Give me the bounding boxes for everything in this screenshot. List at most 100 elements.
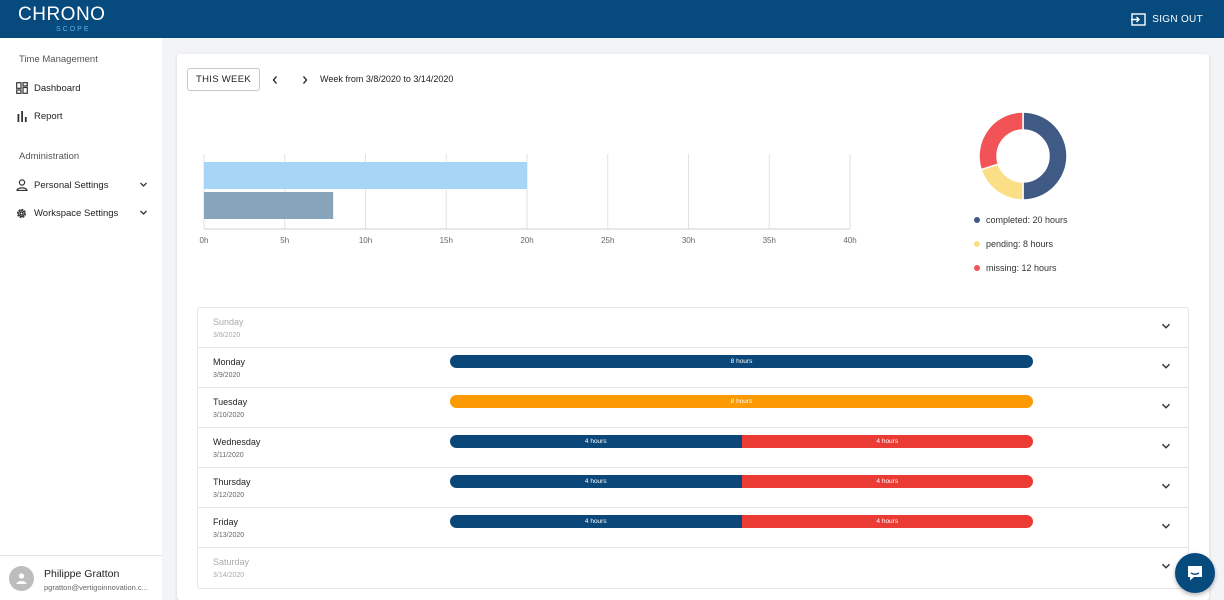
x-tick-label: 20h: [520, 236, 533, 245]
day-row-monday[interactable]: Monday 3/9/2020 8 hours: [198, 348, 1188, 388]
day-hours-bar: 8 hours: [450, 395, 1033, 408]
day-date: 3/9/2020: [213, 372, 241, 379]
person-icon: [16, 573, 27, 584]
sidebar: Time Management Dashboard Report Adminis…: [0, 38, 162, 600]
legend-swatch: [974, 217, 980, 223]
gear-icon: [15, 207, 28, 220]
hours-segment: 4 hours: [741, 515, 1033, 528]
section-time-management: Time Management: [19, 54, 98, 65]
x-tick-label: 0h: [200, 236, 209, 245]
legend-label: missing: 12 hours: [986, 263, 1057, 273]
dashboard-icon: [15, 82, 28, 95]
day-date: 3/14/2020: [213, 572, 245, 579]
donut-slice: [980, 163, 1024, 201]
legend-missing: missing: 12 hours: [974, 263, 1057, 273]
chevron-down-icon[interactable]: [1161, 401, 1171, 411]
day-name: Monday: [213, 357, 246, 367]
logo[interactable]: CHRONO SCOPE: [18, 5, 105, 35]
chevron-down-icon[interactable]: [1161, 361, 1171, 371]
hours-segment: 8 hours: [450, 395, 1033, 408]
day-name: Sunday: [213, 317, 244, 327]
day-row-tuesday[interactable]: Tuesday 3/10/2020 8 hours: [198, 388, 1188, 428]
person-icon: [15, 179, 28, 192]
week-range-label: Week from 3/8/2020 to 3/14/2020: [320, 74, 454, 84]
legend-completed: completed: 20 hours: [974, 215, 1068, 225]
chat-icon: [1188, 566, 1202, 581]
legend-swatch: [974, 265, 980, 271]
sign-out-icon: [1131, 12, 1146, 26]
day-hours-bar: 4 hours 4 hours: [450, 515, 1033, 528]
x-tick-label: 40h: [843, 236, 856, 245]
sidebar-item-report[interactable]: Report: [15, 107, 150, 125]
legend-pending: pending: 8 hours: [974, 239, 1053, 249]
sidebar-item-workspace-settings[interactable]: Workspace Settings: [15, 204, 150, 222]
legend-label: completed: 20 hours: [986, 215, 1068, 225]
chevron-down-icon: [140, 210, 147, 215]
next-week-button[interactable]: [297, 72, 313, 88]
bar: [204, 162, 527, 189]
x-tick-label: 35h: [763, 236, 776, 245]
logo-subtext: SCOPE: [56, 26, 91, 33]
bar-chart-icon: [15, 110, 28, 123]
user-profile[interactable]: Philippe Gratton pgratton@vertigoinnovat…: [0, 555, 162, 600]
day-hours-bar: 4 hours 4 hours: [450, 475, 1033, 488]
chevron-left-icon: [272, 76, 278, 84]
day-row-saturday[interactable]: Saturday 3/14/2020: [198, 548, 1188, 588]
chevron-down-icon[interactable]: [1161, 441, 1171, 451]
day-list: Sunday 3/8/2020 Monday 3/9/2020 8 hours Tuesd…: [197, 307, 1189, 589]
sidebar-item-personal-settings[interactable]: Personal Settings: [15, 176, 150, 194]
chevron-down-icon[interactable]: [1161, 561, 1171, 571]
day-date: 3/12/2020: [213, 492, 245, 499]
chevron-down-icon[interactable]: [1161, 321, 1171, 331]
donut-slice: [1022, 111, 1068, 201]
x-tick-label: 25h: [601, 236, 614, 245]
day-name: Saturday: [213, 557, 250, 567]
chevron-right-icon: [302, 76, 308, 84]
day-hours-bar: 4 hours 4 hours: [450, 435, 1033, 448]
user-name: Philippe Gratton: [44, 568, 120, 580]
day-row-wednesday[interactable]: Wednesday 3/11/2020 4 hours 4 hours: [198, 428, 1188, 468]
sign-out-label: SIGN OUT: [1152, 13, 1203, 25]
day-row-sunday[interactable]: Sunday 3/8/2020: [198, 308, 1188, 348]
legend-swatch: [974, 241, 980, 247]
hours-bar-chart: 0h 5h 10h 15h 20h 25h 30h 35h 40h: [200, 154, 857, 245]
hours-segment: 4 hours: [741, 435, 1033, 448]
day-date: 3/10/2020: [213, 412, 245, 419]
sidebar-item-label: Workspace Settings: [34, 207, 119, 219]
day-row-friday[interactable]: Friday 3/13/2020 4 hours 4 hours: [198, 508, 1188, 548]
day-name: Thursday: [213, 477, 251, 487]
hours-donut-chart: [978, 111, 1068, 201]
x-tick-label: 5h: [280, 236, 289, 245]
sidebar-item-label: Personal Settings: [34, 179, 109, 191]
x-tick-label: 15h: [440, 236, 453, 245]
day-name: Wednesday: [213, 437, 261, 447]
hours-segment: 4 hours: [450, 475, 742, 488]
legend-label: pending: 8 hours: [986, 239, 1054, 249]
this-week-button[interactable]: THIS WEEK: [187, 68, 260, 91]
avatar: [9, 566, 34, 591]
sidebar-item-label: Report: [34, 110, 63, 122]
day-name: Tuesday: [213, 397, 248, 407]
top-bar: CHRONO SCOPE SIGN OUT: [0, 0, 1224, 38]
x-tick-label: 10h: [359, 236, 372, 245]
chevron-down-icon[interactable]: [1161, 521, 1171, 531]
day-row-thursday[interactable]: Thursday 3/12/2020 4 hours 4 hours: [198, 468, 1188, 508]
user-email: pgratton@vertigoinnovation.c...: [44, 583, 148, 592]
day-hours-bar: 8 hours: [450, 355, 1033, 368]
sign-out-button[interactable]: SIGN OUT: [1131, 11, 1203, 27]
chevron-down-icon[interactable]: [1161, 481, 1171, 491]
sidebar-item-dashboard[interactable]: Dashboard: [15, 79, 150, 97]
dashboard-card: THIS WEEK Week from 3/8/2020 to 3/14/202…: [177, 54, 1209, 600]
x-tick-label: 30h: [682, 236, 695, 245]
hours-segment: 4 hours: [450, 435, 742, 448]
sidebar-item-label: Dashboard: [34, 82, 81, 94]
bar: [204, 192, 334, 219]
hours-segment: 4 hours: [450, 515, 742, 528]
section-administration: Administration: [19, 151, 80, 162]
previous-week-button[interactable]: [267, 72, 283, 88]
day-date: 3/8/2020: [213, 332, 241, 339]
hours-segment: 4 hours: [741, 475, 1033, 488]
chevron-down-icon: [140, 182, 147, 187]
chat-button[interactable]: [1175, 553, 1215, 593]
day-date: 3/13/2020: [213, 532, 245, 539]
